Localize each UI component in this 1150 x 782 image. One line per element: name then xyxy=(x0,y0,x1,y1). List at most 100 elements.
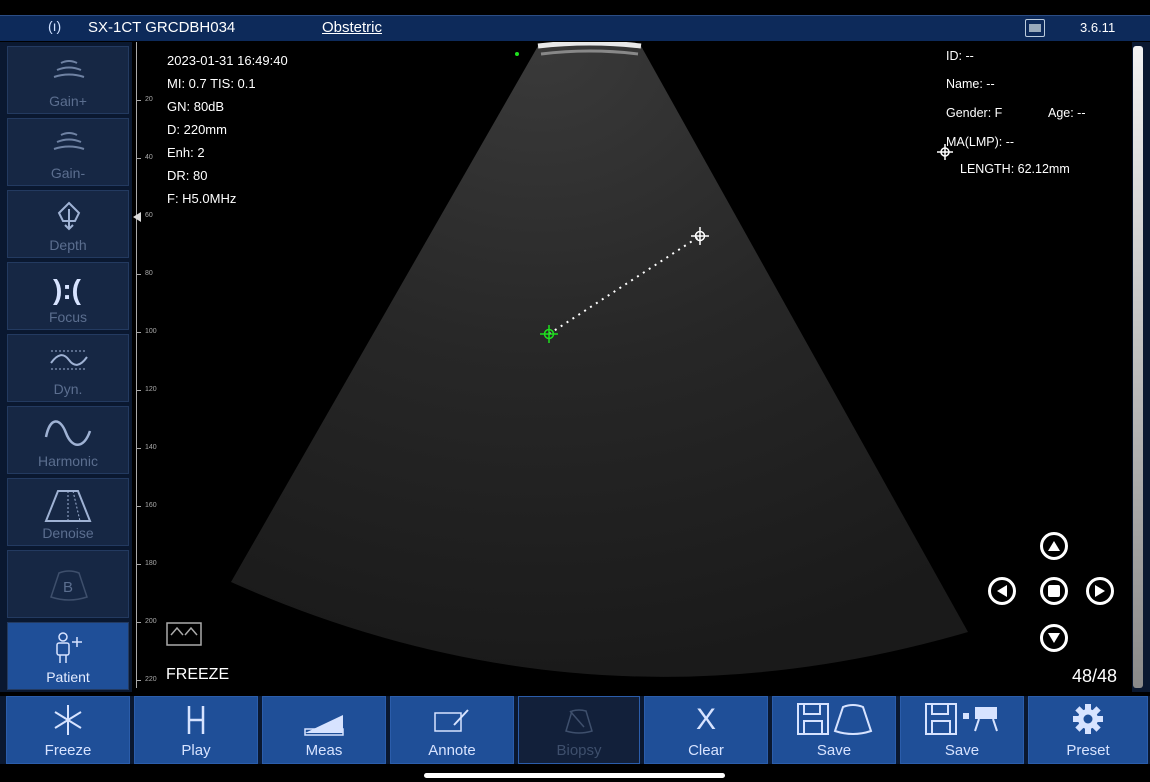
gain-up-button[interactable]: Gain+ xyxy=(7,46,129,114)
measure-label: Meas xyxy=(305,742,343,759)
depth-ruler: 20 40 60 80 100 120 140 160 180 200 220 xyxy=(133,42,157,692)
ma-lmp: MA(LMP): -- xyxy=(946,135,1015,149)
ruler-label: 40 xyxy=(145,154,153,161)
stop-icon xyxy=(1048,585,1060,597)
clear-icon: X xyxy=(695,703,716,736)
ruler-tick xyxy=(136,332,141,333)
ruler-tick xyxy=(136,680,141,681)
caliper-start-icon[interactable] xyxy=(540,325,558,343)
gain-down-label: Gain- xyxy=(50,165,86,181)
play-button[interactable]: Play xyxy=(134,696,258,764)
measure-ruler-icon xyxy=(304,715,344,736)
save-video-button[interactable]: Save xyxy=(900,696,1024,764)
snowflake-icon xyxy=(54,705,82,735)
arrow-down-icon xyxy=(1048,633,1060,643)
patient-button[interactable]: Patient xyxy=(7,622,129,690)
gear-icon xyxy=(1073,704,1103,734)
patient-gender: Gender: F xyxy=(946,106,1003,120)
exam-mode-link[interactable]: Obstetric xyxy=(322,19,383,36)
clear-label: Clear xyxy=(688,742,724,759)
harmonic-button[interactable]: Harmonic xyxy=(7,406,129,474)
ruler-label: 120 xyxy=(145,386,157,393)
center-stop-button[interactable] xyxy=(1040,577,1068,605)
arrow-up-button[interactable] xyxy=(1040,532,1068,560)
save-image-label: Save xyxy=(816,742,852,759)
patient-label: Patient xyxy=(46,669,90,685)
home-indicator[interactable] xyxy=(424,773,725,778)
ruler-tick xyxy=(136,506,141,507)
wireless-signal-icon: (ı) xyxy=(48,18,62,34)
cine-loop-icon[interactable] xyxy=(166,622,202,646)
ruler-label: 220 xyxy=(145,676,157,683)
patient-age: Age: -- xyxy=(1048,106,1086,120)
biopsy-icon xyxy=(565,709,593,734)
gain-value: GN: 80dB xyxy=(167,99,225,114)
scan-sector xyxy=(231,42,968,677)
harmonic-icon xyxy=(44,420,92,446)
denoise-button[interactable]: Denoise xyxy=(7,478,129,546)
caliper-end-icon[interactable] xyxy=(691,227,709,245)
play-cine-icon xyxy=(187,706,205,734)
annotate-icon xyxy=(434,709,469,732)
freeze-button[interactable]: Freeze xyxy=(6,696,130,764)
dynamic-range-button[interactable]: Dyn. xyxy=(7,334,129,402)
depth-value: D: 220mm xyxy=(167,122,227,137)
focus-button[interactable]: ):( Focus xyxy=(7,262,129,330)
probe-surface xyxy=(537,42,642,49)
depth-icon xyxy=(57,201,81,231)
ruler-tick xyxy=(136,158,141,159)
preset-button[interactable]: Preset xyxy=(1028,696,1148,764)
length-caliper-marker-icon xyxy=(937,144,953,160)
version-label: 3.6.11 xyxy=(1080,20,1116,35)
gain-up-icon xyxy=(53,60,85,78)
dynamic-range-label: Dyn. xyxy=(53,381,83,397)
ruler-label: 200 xyxy=(145,618,157,625)
gain-up-label: Gain+ xyxy=(49,93,87,109)
measured-length: LENGTH: 62.12mm xyxy=(960,162,1070,176)
b-mode-button[interactable]: B xyxy=(7,550,129,618)
ruler-label: 100 xyxy=(145,328,157,335)
datetime: 2023-01-31 16:49:40 xyxy=(167,53,288,68)
biopsy-label: Biopsy xyxy=(556,742,602,759)
annotate-button[interactable]: Annote xyxy=(390,696,514,764)
arrow-right-icon xyxy=(1095,585,1105,597)
orientation-marker xyxy=(515,52,519,56)
screenshot-icon[interactable] xyxy=(1025,19,1045,37)
ruler-tick xyxy=(136,564,141,565)
biopsy-button[interactable]: Biopsy xyxy=(518,696,640,764)
freeze-status: FREEZE xyxy=(166,666,230,683)
chevron-left-icon[interactable]: 〈 xyxy=(1135,354,1150,391)
preset-label: Preset xyxy=(1066,742,1110,759)
save-image-button[interactable]: Save xyxy=(772,696,896,764)
save-image-icon xyxy=(797,703,873,735)
dynamic-range-icon xyxy=(50,350,88,370)
ruler-tick xyxy=(136,622,141,623)
depth-label: Depth xyxy=(49,237,87,253)
depth-button[interactable]: Depth xyxy=(7,190,129,258)
ruler-label: 160 xyxy=(145,502,157,509)
frequency-value: F: H5.0MHz xyxy=(167,191,237,206)
device-name: SX-1CT GRCDBH034 xyxy=(88,19,236,36)
right-scrollbar[interactable]: 〈 xyxy=(1132,42,1150,692)
frame-counter: 48/48 xyxy=(1072,666,1118,686)
b-mode-icon: B xyxy=(50,570,88,601)
gain-down-icon xyxy=(53,132,85,150)
gain-down-button[interactable]: Gain- xyxy=(7,118,129,186)
patient-name: Name: -- xyxy=(946,77,995,91)
arrow-left-button[interactable] xyxy=(988,577,1016,605)
left-control-panel: Gain+ Gain- Depth ):( Focus Dyn. xyxy=(0,42,132,692)
patient-id: ID: -- xyxy=(946,49,974,63)
clear-button[interactable]: X Clear xyxy=(644,696,768,764)
scroll-thumb[interactable] xyxy=(1133,46,1143,688)
mi-tis: MI: 0.7 TIS: 0.1 xyxy=(167,76,256,91)
arrow-right-button[interactable] xyxy=(1086,577,1114,605)
measure-button[interactable]: Meas xyxy=(262,696,386,764)
ultrasound-image[interactable] xyxy=(153,42,1131,692)
ruler-line xyxy=(136,42,137,688)
enhance-value: Enh: 2 xyxy=(167,145,205,160)
harmonic-label: Harmonic xyxy=(38,453,98,469)
scan-parameters: 2023-01-31 16:49:40 MI: 0.7 TIS: 0.1 GN:… xyxy=(167,49,288,210)
patient-icon xyxy=(56,632,82,663)
arrow-down-button[interactable] xyxy=(1040,624,1068,652)
ruler-label: 20 xyxy=(145,96,153,103)
